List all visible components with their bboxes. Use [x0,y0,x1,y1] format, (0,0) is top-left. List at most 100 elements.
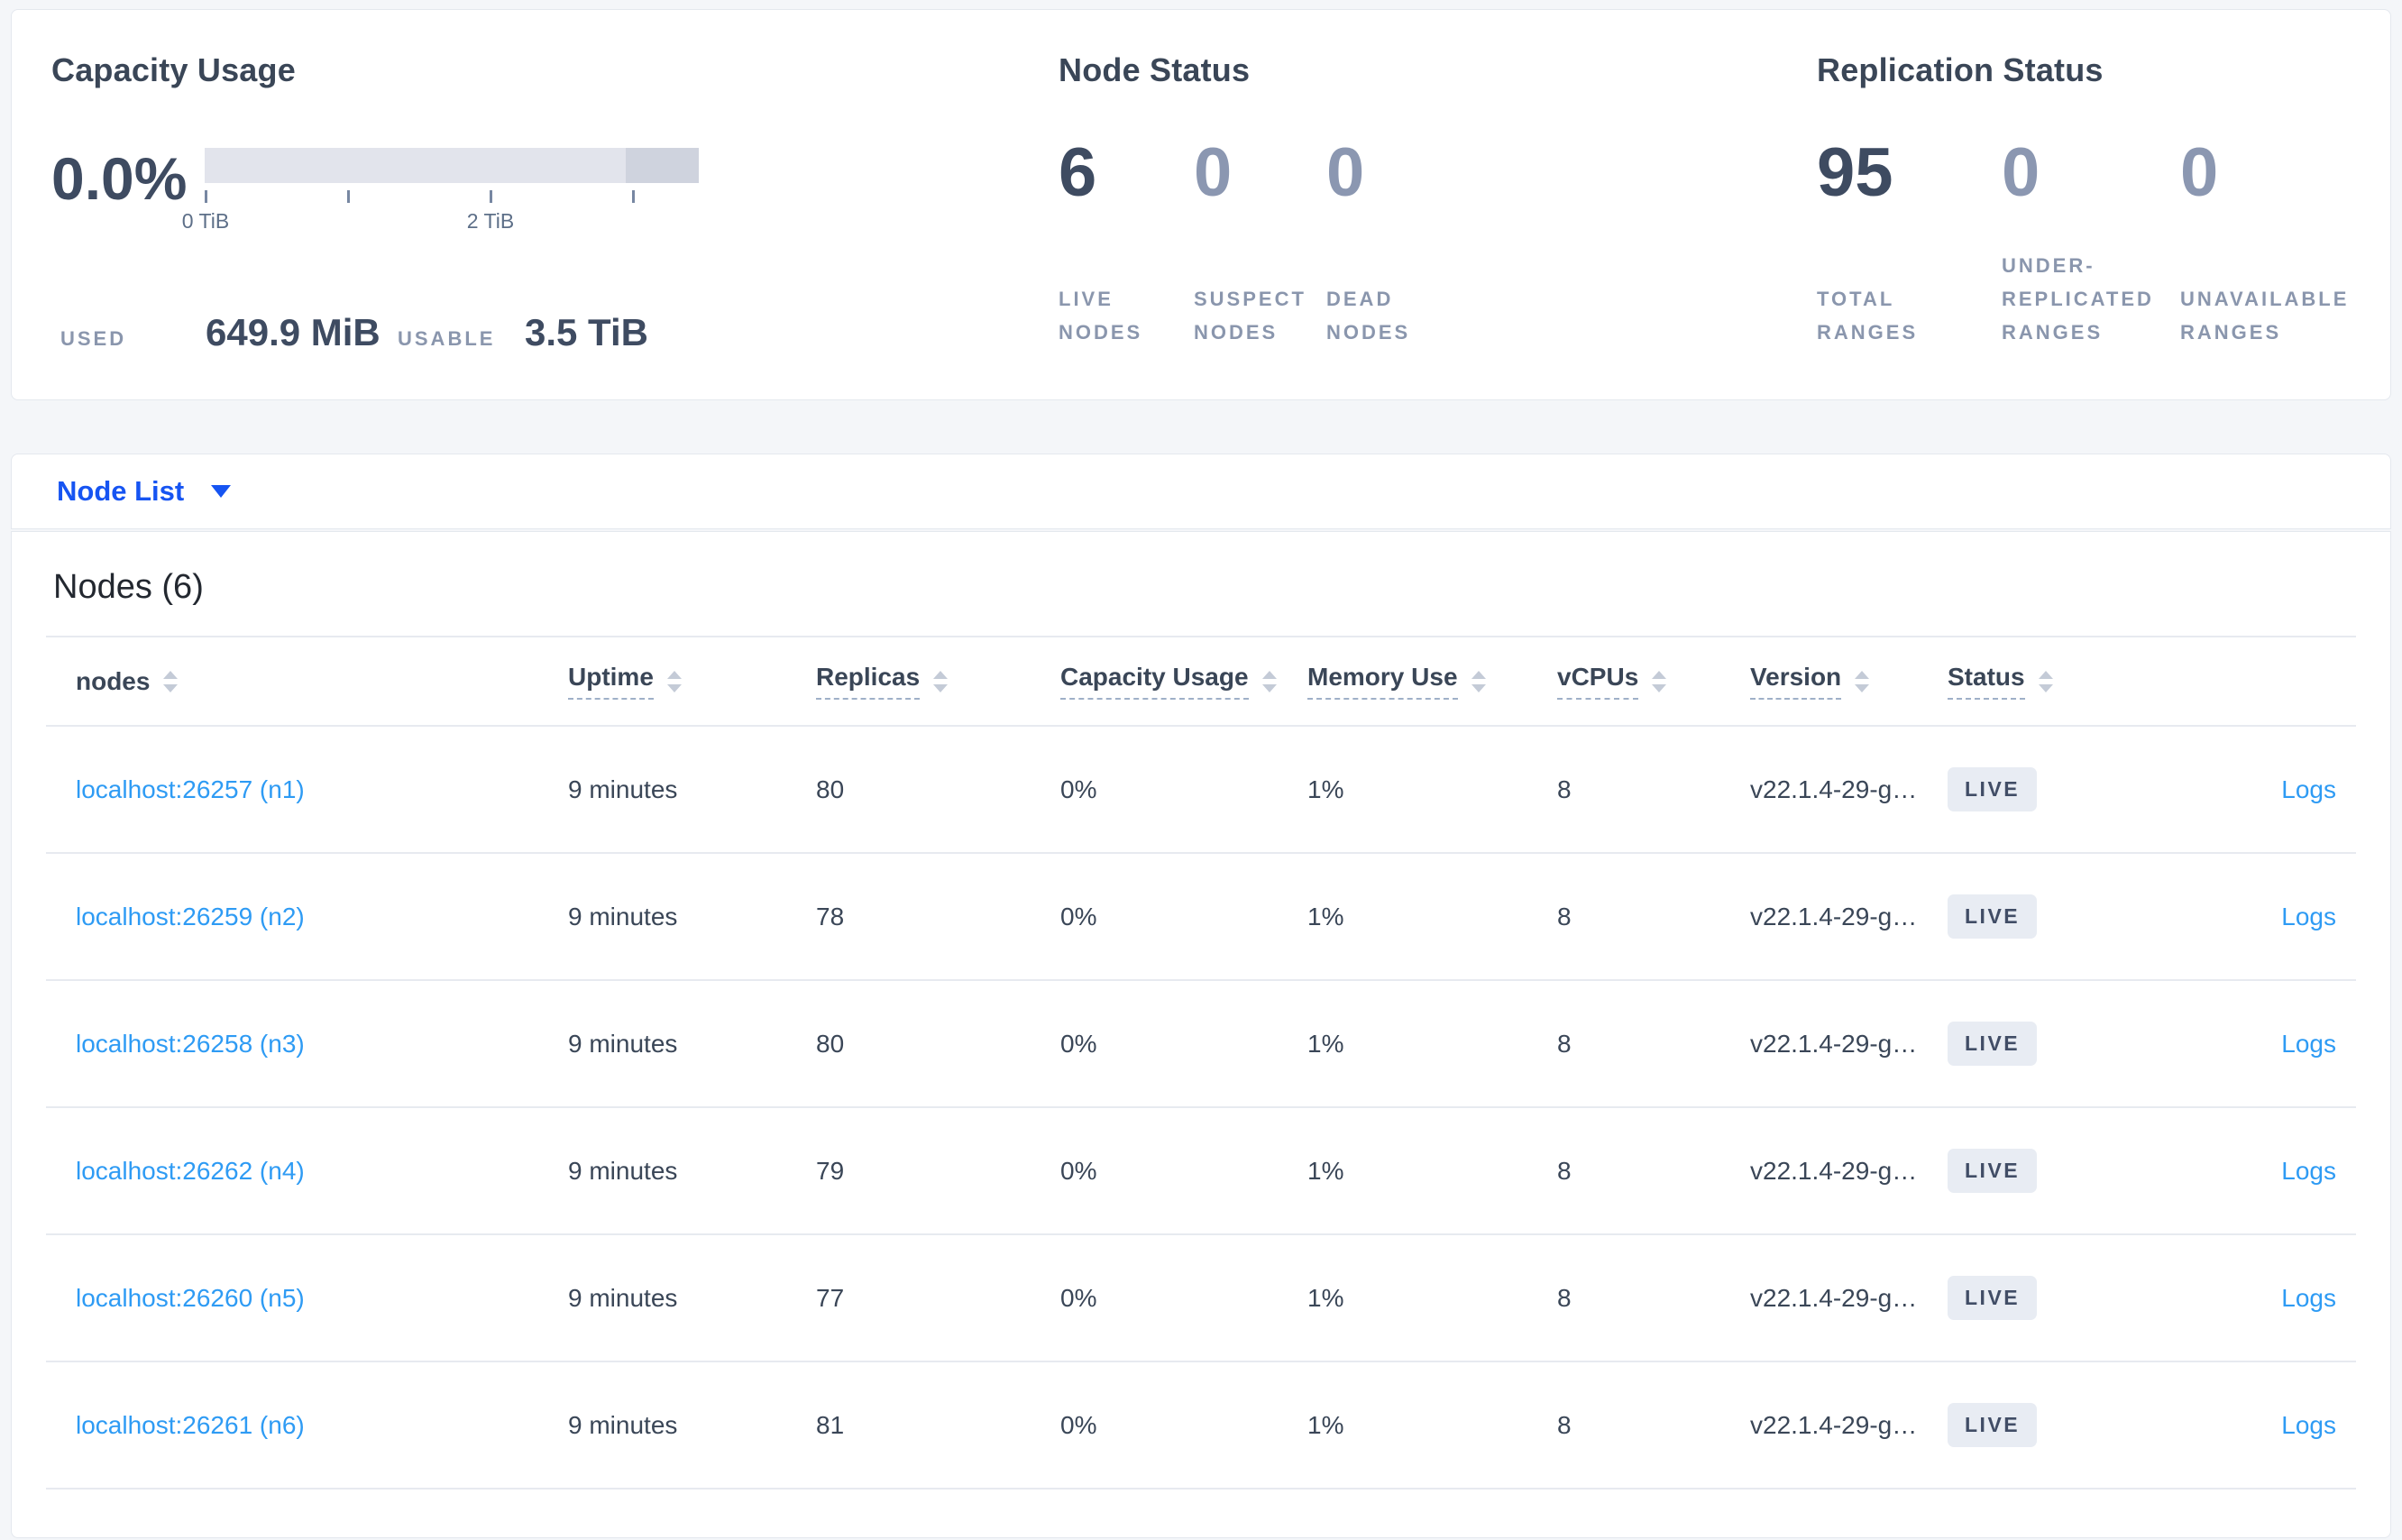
node-address-link[interactable]: localhost:26257 (n1) [76,775,305,803]
logs-link[interactable]: Logs [2281,775,2336,803]
sort-arrows-icon[interactable] [1471,670,1486,692]
table-row: localhost:26261 (n6) 9 minutes 81 0% 1% 8 v22.… [46,1362,2356,1490]
logs-link[interactable]: Logs [2281,1029,2336,1058]
capacity-usage-cell: 0% [1060,1029,1097,1058]
logs-cell: Logs [2281,1411,2356,1440]
column-header-label: vCPUs [1557,663,1639,700]
under-replicated-ranges-value: 0 [2002,134,2040,211]
replicas-cell: 77 [816,1283,845,1312]
column-header-label: Memory Use [1307,663,1458,700]
version-cell: v22.1.4-29-g… [1750,1029,1918,1058]
table-header-row: nodes Uptime Replicas Capacity Usage Memory … [46,637,2356,727]
table-body: localhost:26257 (n1) 9 minutes 80 0% 1% 8 v22.… [46,727,2356,1490]
sort-arrows-icon[interactable] [933,670,949,692]
total-ranges-value: 95 [1817,134,1893,211]
node-list-dropdown-label: Node List [57,475,185,507]
status-cell: LIVE [1948,894,2176,939]
capacity-axis-tick [347,190,350,203]
table-row: localhost:26259 (n2) 9 minutes 78 0% 1% 8 v22.… [46,854,2356,981]
version-cell: v22.1.4-29-g… [1750,1410,1918,1439]
node-address-link[interactable]: localhost:26258 (n3) [76,1029,305,1058]
column-header-status[interactable]: Status [1948,663,2176,700]
node-cell: localhost:26258 (n3) [76,1030,568,1059]
capacity-usage-title: Capacity Usage [51,51,296,88]
unavailable-ranges-value: 0 [2180,134,2219,211]
version-cell: v22.1.4-29-g… [1750,775,1918,803]
sort-arrows-icon[interactable] [2038,670,2053,692]
vcpus-cell: 8 [1557,1410,1572,1439]
logs-cell: Logs [2281,903,2356,931]
capacity-usage-cell: 0% [1060,1283,1097,1312]
replicas-cell: 81 [816,1410,845,1439]
capacity-bar-track [205,148,699,183]
sort-arrows-icon[interactable] [1261,670,1277,692]
stat-dead-nodes: 0 DEAD NODES [1326,133,1410,349]
vcpus-cell: 8 [1557,902,1572,930]
node-address-link[interactable]: localhost:26259 (n2) [76,902,305,930]
capacity-usage-cell: 0% [1060,902,1097,930]
capacity-bar-reserved-segment [626,148,699,183]
node-cell: localhost:26260 (n5) [76,1284,568,1313]
column-header-memory-use[interactable]: Memory Use [1307,663,1557,700]
sort-arrows-icon[interactable] [1652,670,1667,692]
logs-link[interactable]: Logs [2281,1283,2336,1312]
capacity-bar: 0 TiB 2 TiB [182,148,699,311]
uptime-cell: 9 minutes [568,775,678,803]
node-cell: localhost:26257 (n1) [76,775,568,804]
sort-arrows-icon[interactable] [163,670,179,692]
column-header-uptime[interactable]: Uptime [568,663,816,700]
node-address-link[interactable]: localhost:26262 (n4) [76,1156,305,1185]
capacity-usage-cell: 0% [1060,775,1097,803]
column-header-capacity-usage[interactable]: Capacity Usage [1060,663,1307,700]
column-header-replicas[interactable]: Replicas [816,663,1060,700]
column-header-label: Version [1750,663,1842,700]
capacity-axis-tick [205,190,207,203]
dead-nodes-label: DEAD NODES [1326,288,1411,344]
node-status-section: Node Status 6 LIVE NODES 0 SUSPECT NODES… [1012,10,1765,399]
capacity-usage-percent: 0.0% [51,145,188,212]
replication-status-section: Replication Status 95 TOTAL RANGES 0 UND… [1765,10,2390,399]
node-cell: localhost:26259 (n2) [76,903,568,931]
capacity-axis-tick [490,190,492,203]
live-nodes-label: LIVE NODES [1059,288,1143,344]
column-header-vcpus[interactable]: vCPUs [1557,663,1750,700]
vcpus-cell: 8 [1557,775,1572,803]
status-cell: LIVE [1948,1276,2176,1320]
table-row: localhost:26262 (n4) 9 minutes 79 0% 1% 8 v22.… [46,1108,2356,1235]
view-selector-bar: Node List [11,454,2391,529]
vcpus-cell: 8 [1557,1283,1572,1312]
memory-use-cell: 1% [1307,1283,1344,1312]
usable-value: 3.5 TiB [525,311,648,353]
replicas-cell: 80 [816,1029,845,1058]
memory-use-cell: 1% [1307,1029,1344,1058]
replicas-cell: 78 [816,902,845,930]
logs-link[interactable]: Logs [2281,1156,2336,1185]
node-cell: localhost:26262 (n4) [76,1157,568,1186]
memory-use-cell: 1% [1307,902,1344,930]
status-cell: LIVE [1948,767,2176,811]
capacity-axis-tick [632,190,635,203]
node-status-stats: 6 LIVE NODES 0 SUSPECT NODES 0 DEAD NODE… [1059,133,1765,349]
memory-use-cell: 1% [1307,775,1344,803]
sort-arrows-icon[interactable] [1855,670,1870,692]
node-address-link[interactable]: localhost:26261 (n6) [76,1410,305,1439]
column-header-version[interactable]: Version [1750,663,1948,700]
total-ranges-label: TOTAL RANGES [1817,288,1919,344]
node-list-dropdown[interactable]: Node List [57,475,232,508]
logs-link[interactable]: Logs [2281,902,2336,930]
column-header-label: Status [1948,663,2025,700]
sort-arrows-icon[interactable] [666,670,682,692]
status-cell: LIVE [1948,1403,2176,1447]
capacity-usage-chart: 0.0% 0 TiB 2 TiB [51,140,1012,311]
logs-cell: Logs [2281,1030,2356,1059]
logs-cell: Logs [2281,1157,2356,1186]
logs-link[interactable]: Logs [2281,1410,2336,1439]
uptime-cell: 9 minutes [568,1410,678,1439]
vcpus-cell: 8 [1557,1029,1572,1058]
nodes-table-card: Nodes (6) nodes Uptime Replicas Capacity Us… [11,531,2391,1538]
node-address-link[interactable]: localhost:26260 (n5) [76,1283,305,1312]
node-status-title: Node Status [1059,51,1251,88]
column-header-nodes[interactable]: nodes [76,667,568,696]
logs-cell: Logs [2281,1284,2356,1313]
dead-nodes-value: 0 [1326,134,1365,211]
